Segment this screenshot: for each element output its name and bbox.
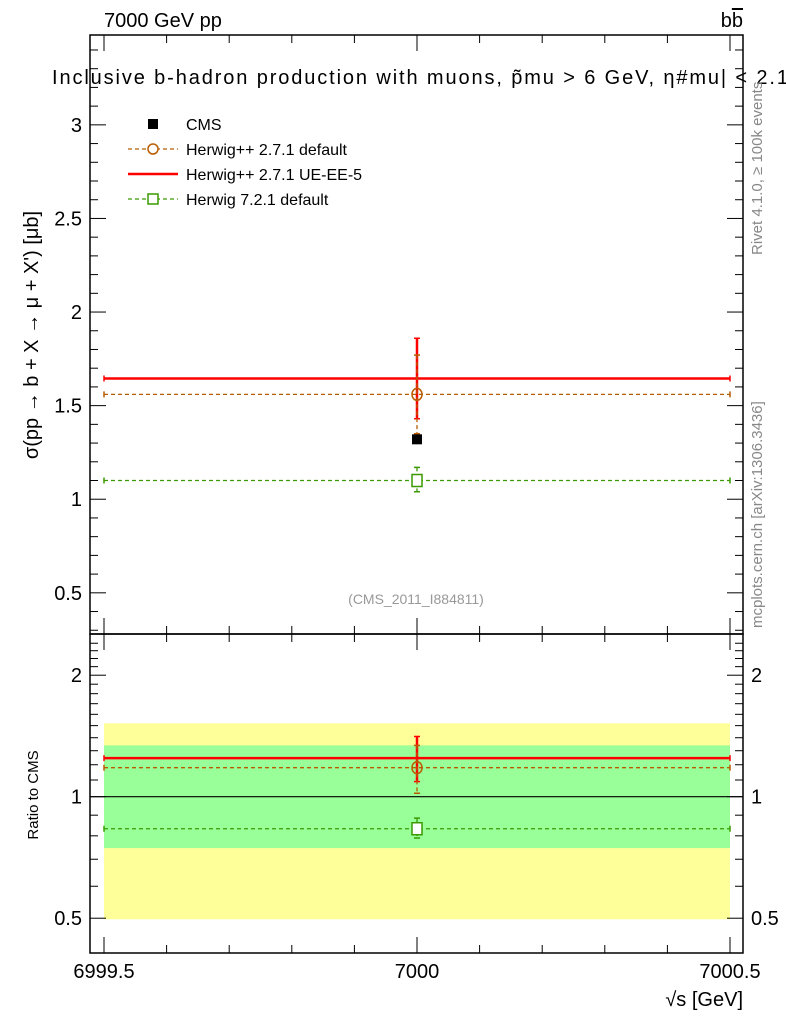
- analysis-annotation: (CMS_2011_I884811): [348, 591, 484, 607]
- y-tick-label: 1: [71, 489, 82, 511]
- header-bbar: b: [732, 10, 743, 32]
- y-axis-label: σ(pp → b + X → μ + X') [μb]: [21, 211, 43, 459]
- legend-marker: [147, 143, 159, 155]
- legend-label: Herwig++ 2.7.1 UE-EE-5: [186, 167, 362, 184]
- ratio-y-tick-label-right: 0.5: [751, 908, 779, 930]
- series-3-marker: [411, 473, 423, 488]
- ratio-y-tick-label: 1: [71, 787, 82, 809]
- legend-label: Herwig 7.2.1 default: [186, 192, 329, 209]
- ratio-y-axis-label: Ratio to CMS: [25, 750, 42, 839]
- y-tick-label: 2.5: [54, 208, 82, 230]
- ratio-series-0-marker: [411, 760, 423, 775]
- legend-label: CMS: [186, 117, 222, 134]
- series-0-marker: [412, 434, 422, 445]
- x-tick-label: 7000.5: [699, 961, 760, 983]
- ratio-y-tick-label: 2: [71, 665, 82, 687]
- mcplots-label: mcplots.cern.ch [arXiv:1306.3436]: [749, 401, 766, 628]
- y-tick-label: 3: [71, 115, 82, 137]
- series-1-marker: [411, 387, 423, 402]
- legend-marker: [148, 119, 158, 129]
- header-left: 7000 GeV pp: [104, 10, 222, 32]
- legend-label: Herwig++ 2.7.1 default: [186, 142, 348, 159]
- ratio-y-tick-label: 0.5: [54, 908, 82, 930]
- x-tick-label: 7000: [395, 961, 440, 983]
- ratio-y-tick-label-right: 2: [751, 665, 762, 687]
- x-axis-label: √s [GeV]: [665, 989, 743, 1011]
- chart-title: Inclusive b-hadron production with muons…: [52, 67, 786, 89]
- legend-marker: [147, 193, 159, 205]
- ratio-series-2-marker: [411, 821, 423, 836]
- x-tick-label: 6999.5: [73, 961, 134, 983]
- header-b: b: [721, 10, 732, 32]
- header-right: bb: [721, 10, 743, 32]
- y-tick-label: 1.5: [54, 396, 82, 418]
- rivet-label: Rivet 4.1.0, ≥ 100k events: [749, 82, 766, 255]
- y-tick-label: 0.5: [54, 583, 82, 605]
- ratio-y-tick-label-right: 1: [751, 787, 762, 809]
- y-tick-label: 2: [71, 302, 82, 324]
